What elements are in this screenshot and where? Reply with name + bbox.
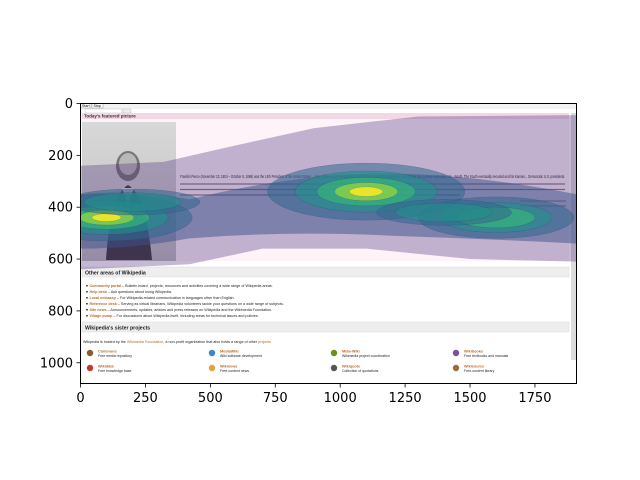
list-item: Village pump – For discussions about Wik… bbox=[90, 314, 259, 318]
sister-project-icon bbox=[86, 349, 94, 357]
y-tick-label: 600 bbox=[48, 253, 73, 268]
other-areas-header: Other areas of Wikipedia bbox=[85, 271, 146, 277]
sister-project-name: MediaWiki bbox=[220, 350, 239, 354]
sister-project-desc: Free textbooks and manuals bbox=[464, 354, 508, 358]
stop-label: Stop bbox=[94, 104, 101, 108]
bullet bbox=[86, 302, 88, 305]
sister-project-icon bbox=[330, 349, 338, 357]
bullet bbox=[86, 296, 88, 299]
bullet bbox=[86, 290, 88, 293]
sister-project-desc: Free knowledge base bbox=[98, 369, 132, 373]
attention-density-overlay bbox=[80, 115, 577, 270]
list-item: Reference desk – Serving as virtual libr… bbox=[90, 302, 284, 306]
sister-projects-header: Wikipedia's sister projects bbox=[85, 326, 150, 332]
sister-project-desc: Free media repository bbox=[98, 354, 132, 358]
sister-project-desc: Wiki software development bbox=[220, 354, 262, 358]
density-contour bbox=[395, 202, 493, 222]
x-tick-label: 500 bbox=[198, 391, 223, 406]
bullet bbox=[86, 284, 88, 287]
sister-project-icon bbox=[208, 364, 216, 372]
y-axis: 0 200 400 600 800 1000 bbox=[40, 97, 81, 371]
y-tick-label: 1000 bbox=[40, 356, 73, 371]
list-item: Community portal – Bulletin board, proje… bbox=[90, 284, 273, 288]
sister-project-icon bbox=[452, 364, 460, 372]
sister-project-desc: Collection of quotations bbox=[342, 369, 379, 373]
sister-project-icon bbox=[86, 364, 94, 372]
list-item: Site news – Announcements, updates, arti… bbox=[90, 308, 273, 312]
y-tick-label: 200 bbox=[48, 149, 73, 164]
stop-button-shot bbox=[91, 103, 104, 109]
sister-project-name: Wikinews bbox=[220, 365, 237, 369]
sister-project-name: Wikiquote bbox=[342, 365, 360, 369]
density-contour bbox=[83, 192, 182, 212]
x-tick-label: 1500 bbox=[453, 391, 486, 406]
bullet bbox=[86, 314, 88, 317]
x-tick-label: 1250 bbox=[389, 391, 422, 406]
list-item: Local embassy – For Wikipedia-related co… bbox=[90, 296, 235, 300]
sister-project-icon bbox=[208, 349, 216, 357]
sister-project-name: Wikidata bbox=[98, 365, 114, 369]
featured-header: Today's featured picture bbox=[84, 114, 136, 119]
y-tick-label: 0 bbox=[65, 97, 73, 112]
x-tick-label: 1750 bbox=[518, 391, 551, 406]
x-tick-label: 1000 bbox=[324, 391, 357, 406]
sister-project-name: Meta-Wiki bbox=[342, 350, 360, 354]
x-tick-label: 250 bbox=[133, 391, 158, 406]
x-tick-label: 750 bbox=[263, 391, 288, 406]
density-contour bbox=[349, 186, 384, 197]
sister-project-name: Wikibooks bbox=[464, 350, 483, 354]
bullet bbox=[86, 308, 88, 311]
y-tick-label: 400 bbox=[48, 201, 73, 216]
other-areas-list: Community portal – Bulletin board, proje… bbox=[86, 284, 284, 318]
x-axis: 0 250 500 750 1000 1250 1500 1750 bbox=[76, 383, 551, 406]
x-tick-label: 0 bbox=[76, 391, 84, 406]
sister-project-desc: Wikimedia project coordination bbox=[342, 354, 390, 358]
list-item: Help desk – Ask questions about using Wi… bbox=[90, 290, 172, 294]
sister-project-desc: Free-content library bbox=[464, 369, 495, 373]
sister-project-name: Wikisource bbox=[464, 365, 484, 369]
sister-project-icon bbox=[330, 364, 338, 372]
sister-project-desc: Free-content news bbox=[220, 369, 249, 373]
start-label: Start bbox=[82, 104, 90, 108]
sister-project-name: Commons bbox=[98, 350, 117, 354]
sister-project-icon bbox=[452, 349, 460, 357]
axes-frame bbox=[80, 103, 577, 384]
y-tick-label: 800 bbox=[48, 304, 73, 319]
sister-intro: Wikipedia is hosted by the Wikimedia Fou… bbox=[83, 340, 271, 344]
